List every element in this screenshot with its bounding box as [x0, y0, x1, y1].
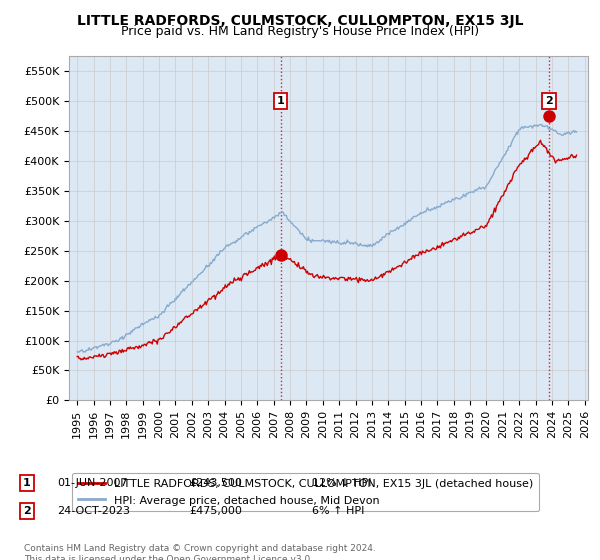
Text: 2: 2: [23, 506, 31, 516]
Text: Contains HM Land Registry data © Crown copyright and database right 2024.
This d: Contains HM Land Registry data © Crown c…: [24, 544, 376, 560]
Text: Price paid vs. HM Land Registry's House Price Index (HPI): Price paid vs. HM Land Registry's House …: [121, 25, 479, 38]
Legend: LITTLE RADFORDS, CULMSTOCK, CULLOMPTON, EX15 3JL (detached house), HPI: Average : LITTLE RADFORDS, CULMSTOCK, CULLOMPTON, …: [72, 473, 539, 511]
Text: 1: 1: [23, 478, 31, 488]
Text: 12% ↓ HPI: 12% ↓ HPI: [312, 478, 371, 488]
Text: LITTLE RADFORDS, CULMSTOCK, CULLOMPTON, EX15 3JL: LITTLE RADFORDS, CULMSTOCK, CULLOMPTON, …: [77, 14, 523, 28]
Text: 6% ↑ HPI: 6% ↑ HPI: [312, 506, 364, 516]
Text: 2: 2: [545, 96, 553, 106]
Text: 1: 1: [277, 96, 284, 106]
Text: £475,000: £475,000: [189, 506, 242, 516]
Text: 24-OCT-2023: 24-OCT-2023: [57, 506, 130, 516]
Text: £243,500: £243,500: [189, 478, 242, 488]
Text: 01-JUN-2007: 01-JUN-2007: [57, 478, 128, 488]
